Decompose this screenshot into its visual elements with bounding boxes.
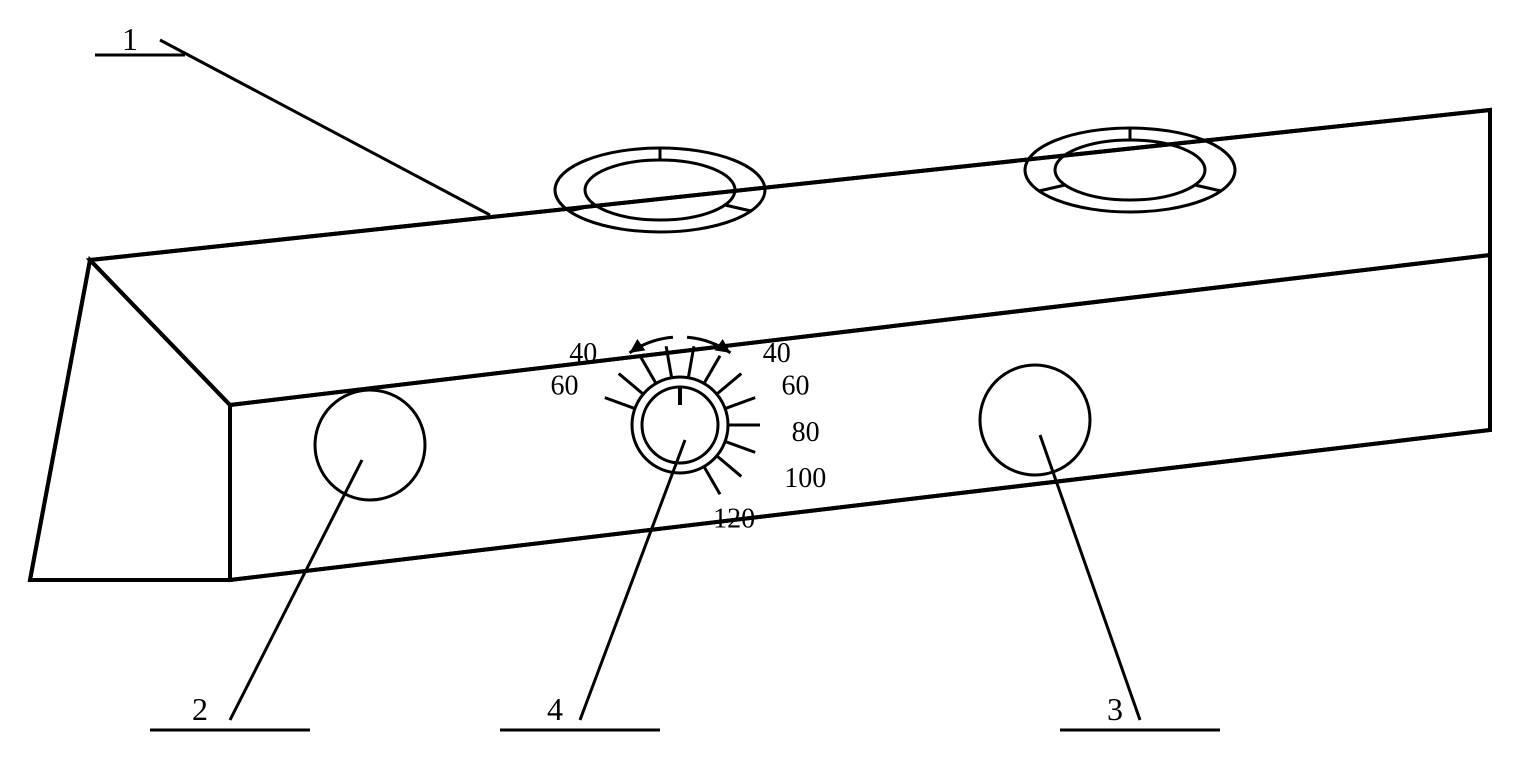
dial-label: 40 xyxy=(763,338,791,369)
callout-number: 3 xyxy=(1107,691,1123,727)
burner xyxy=(1025,128,1235,212)
dial-label: 60 xyxy=(551,370,579,401)
callout-number: 2 xyxy=(192,691,208,727)
knob-left[interactable] xyxy=(315,390,425,500)
callout-number: 1 xyxy=(122,21,138,57)
callout-2: 2 xyxy=(150,460,362,730)
callout-4: 4 xyxy=(500,440,685,730)
knob-right[interactable] xyxy=(980,365,1090,475)
timer-dial[interactable]: 4060406080100120 xyxy=(551,337,827,534)
dial-label: 100 xyxy=(784,463,826,494)
callout-1: 1 xyxy=(95,21,490,215)
dial-label: 120 xyxy=(713,504,755,535)
dial-label: 80 xyxy=(792,417,820,448)
dial-label: 40 xyxy=(569,338,597,369)
callout-number: 4 xyxy=(547,691,563,727)
dial-label: 60 xyxy=(781,370,809,401)
burner xyxy=(555,148,765,232)
